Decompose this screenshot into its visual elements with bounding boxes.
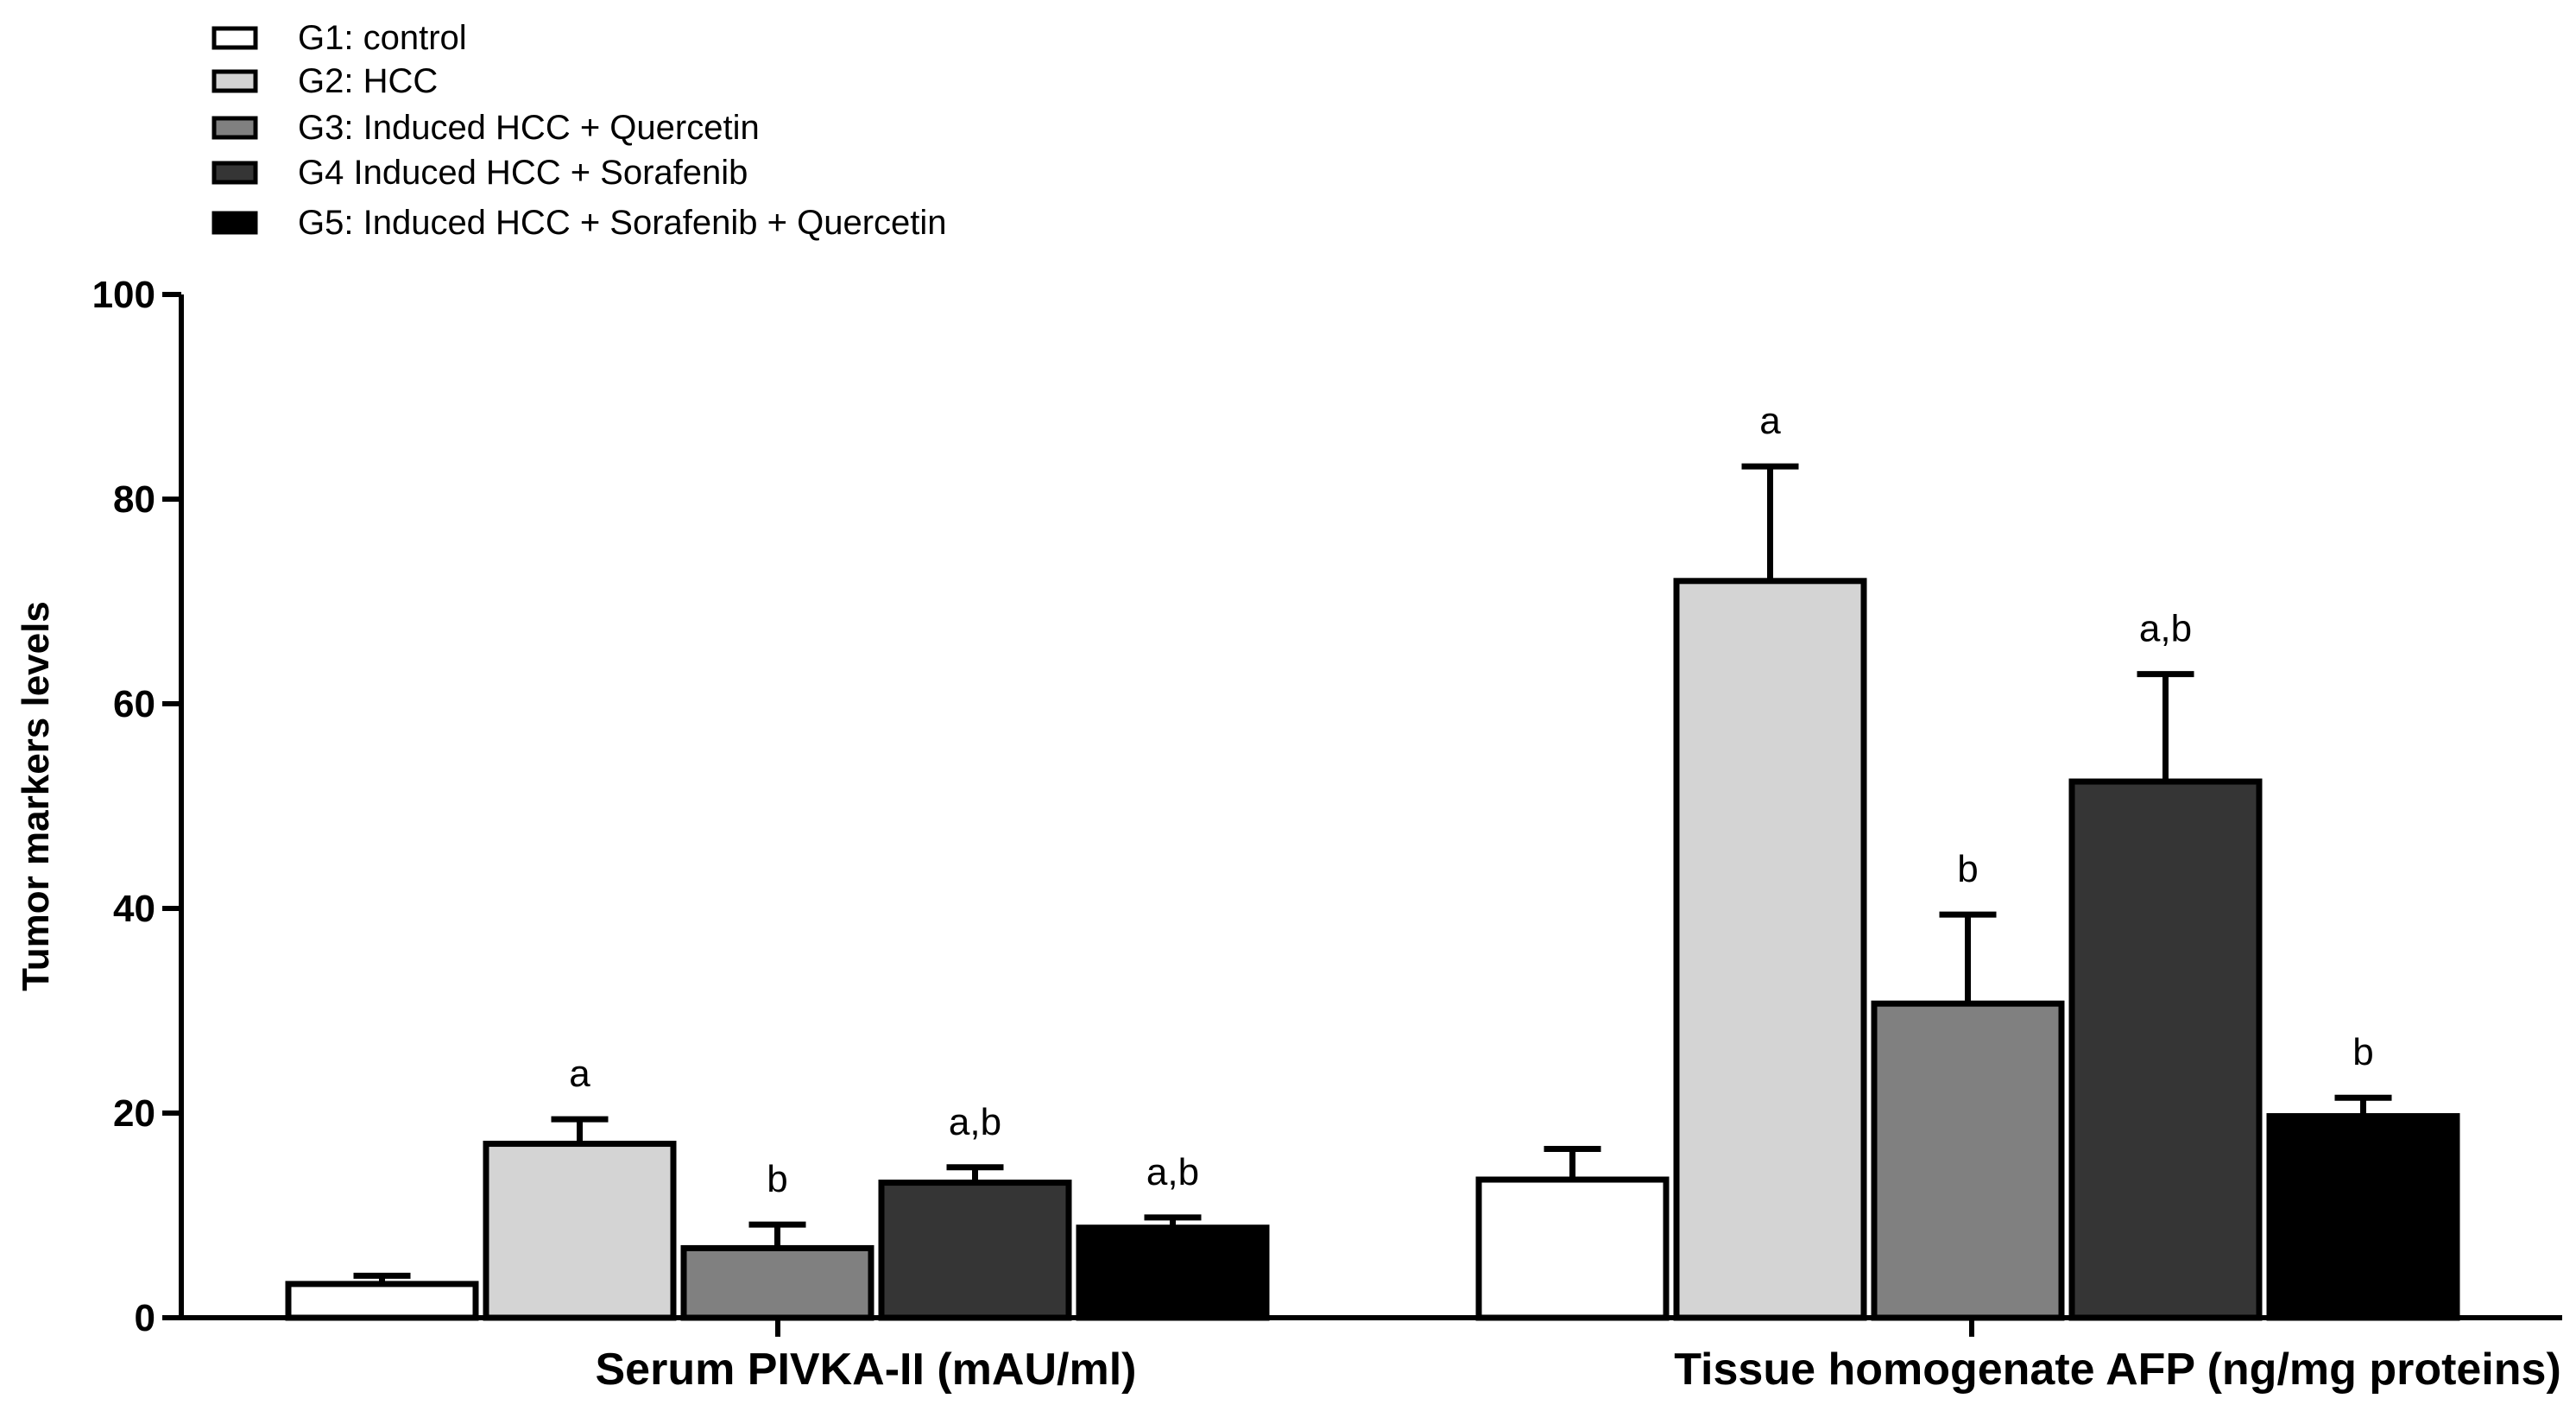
y-tick-label-80: 80 [113, 478, 155, 521]
y-tick-label-60: 60 [113, 683, 155, 725]
significance-label-g2-cat2: a [1759, 400, 1781, 442]
bar-g4-cat1 [878, 1180, 1072, 1321]
y-tick-label-100: 100 [92, 274, 155, 316]
bar-g5-cat2 [2266, 1113, 2460, 1321]
significance-label-g5-cat2: b [2352, 1031, 2373, 1073]
x-axis: Serum PIVKA-II (mAU/ml) Tissue homogenate… [179, 1315, 2562, 1395]
legend-label-g5: G5: Induced HCC + Sorafenib + Quercetin [298, 204, 947, 242]
x-category-label-2: Tissue homogenate AFP (ng/mg proteins) [1674, 1345, 2561, 1395]
significance-label-g4-cat2: a,b [2139, 608, 2192, 650]
bar-g3-cat1 [680, 1244, 874, 1321]
x-category-label-1: Serum PIVKA-II (mAU/ml) [596, 1345, 1137, 1395]
y-tick-label-40: 40 [113, 888, 155, 930]
legend: G1: control G2: HCC G3: Induced HCC + Quer… [212, 19, 947, 242]
significance-label-g2-cat1: a [569, 1053, 590, 1095]
y-axis: 0 20 40 60 80 100 [92, 274, 184, 1339]
legend-label-g2: G2: HCC [298, 62, 438, 100]
legend-swatch-g2 [212, 69, 258, 93]
y-tick-label-20: 20 [113, 1092, 155, 1135]
bar-g2-cat2 [1673, 578, 1867, 1321]
legend-label-g4: G4 Induced HCC + Sorafenib [298, 154, 748, 192]
significance-label-g3-cat1: b [767, 1158, 787, 1200]
bar-g5-cat1 [1076, 1224, 1270, 1321]
bars: a b a,b a,b a b a,b b [285, 400, 2460, 1321]
bar-g1-cat2 [1475, 1176, 1670, 1321]
legend-swatch-g3 [212, 116, 258, 140]
significance-label-g4-cat1: a,b [949, 1101, 1001, 1143]
legend-label-g3: G3: Induced HCC + Quercetin [298, 109, 760, 147]
bar-g1-cat1 [285, 1281, 479, 1321]
legend-label-g1: G1: control [298, 19, 467, 57]
significance-label-g5-cat1: a,b [1146, 1151, 1199, 1193]
legend-swatch-g1 [212, 26, 258, 50]
legend-swatch-g5 [212, 211, 258, 235]
legend-swatch-g4 [212, 161, 258, 185]
bar-g3-cat2 [1871, 1000, 2065, 1321]
significance-label-g3-cat2: b [1957, 848, 1978, 890]
bar-g4-cat2 [2068, 778, 2263, 1321]
y-axis-label: Tumor markers levels [15, 601, 57, 991]
y-tick-label-0: 0 [135, 1297, 155, 1339]
bar-g2-cat1 [483, 1141, 677, 1321]
